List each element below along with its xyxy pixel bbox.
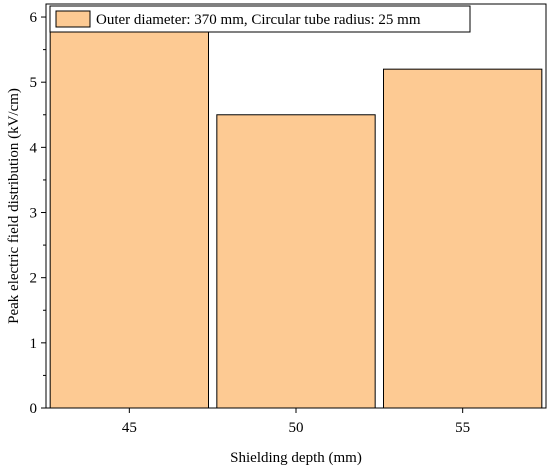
x-axis-title: Shielding depth (mm) <box>230 450 362 466</box>
y-axis-ticks: 0 1 2 3 4 5 6 <box>30 10 46 417</box>
y-tick-label: 3 <box>30 206 38 222</box>
bar-45 <box>49 23 209 409</box>
bar-55 <box>383 68 543 409</box>
y-tick-label: 1 <box>30 336 38 352</box>
y-axis-title: Peak electric field distribution (kV/cm) <box>6 88 22 324</box>
legend-swatch <box>55 10 91 28</box>
legend-label: Outer diameter: 370 mm, Circular tube ra… <box>96 12 421 28</box>
bars-group <box>49 23 543 409</box>
y-tick-label: 4 <box>30 140 38 156</box>
y-tick-label: 0 <box>30 401 38 417</box>
x-tick-label: 50 <box>289 420 304 436</box>
bar-50 <box>216 114 376 409</box>
y-tick-label: 6 <box>30 10 38 26</box>
x-tick-label: 45 <box>122 420 137 436</box>
legend: Outer diameter: 370 mm, Circular tube ra… <box>49 5 471 33</box>
x-tick-label: 55 <box>455 420 470 436</box>
y-tick-label: 5 <box>30 75 38 91</box>
y-tick-label: 2 <box>30 271 38 287</box>
x-axis-ticks: 45 50 55 <box>122 408 470 436</box>
legend-box <box>49 5 471 33</box>
